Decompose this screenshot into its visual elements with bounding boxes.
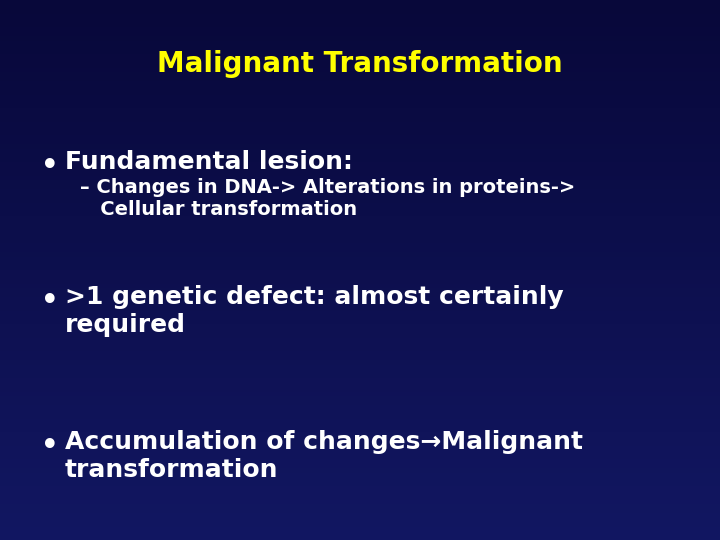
Text: •: • [40, 150, 60, 183]
Text: •: • [40, 430, 60, 463]
Text: >1 genetic defect: almost certainly
required: >1 genetic defect: almost certainly requ… [65, 285, 564, 337]
Text: – Changes in DNA-> Alterations in proteins->
   Cellular transformation: – Changes in DNA-> Alterations in protei… [80, 178, 575, 219]
Text: Accumulation of changes→Malignant
transformation: Accumulation of changes→Malignant transf… [65, 430, 583, 482]
Text: •: • [40, 285, 60, 318]
Text: Malignant Transformation: Malignant Transformation [157, 50, 563, 78]
Text: Fundamental lesion:: Fundamental lesion: [65, 150, 353, 174]
